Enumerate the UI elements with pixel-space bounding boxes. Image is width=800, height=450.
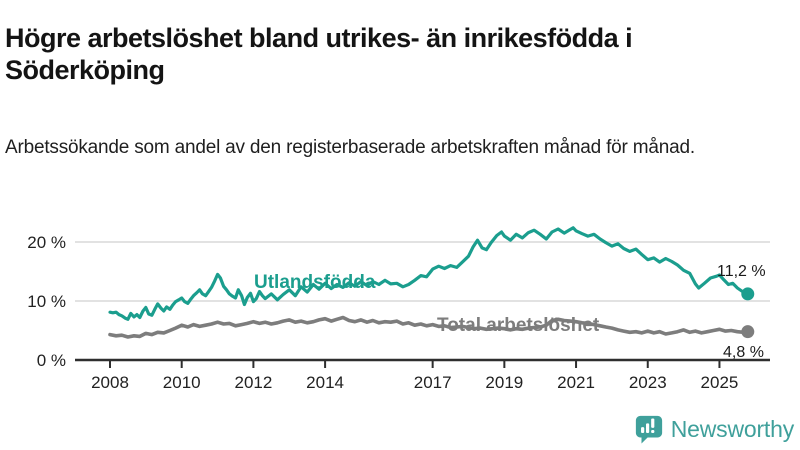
end-value-total-arbetsloshet: 4,8 % bbox=[723, 344, 764, 361]
x-tick-label: 2008 bbox=[91, 373, 129, 392]
x-tick-label: 2023 bbox=[629, 373, 667, 392]
page-subtitle: Arbetssökande som andel av den registerb… bbox=[5, 137, 695, 158]
y-tick-label: 0 % bbox=[37, 351, 66, 370]
series-end-dot-utlandsfodda bbox=[741, 287, 755, 301]
page-title: Högre arbetslöshet bland utrikes- än inr… bbox=[5, 23, 633, 86]
y-tick-label: 10 % bbox=[27, 292, 66, 311]
newsworthy-speech-bubble-icon bbox=[635, 415, 662, 444]
series-label-utlandsfodda: Utlandsfödda bbox=[254, 272, 376, 293]
series-end-dot-total-arbetsloshet bbox=[741, 325, 755, 339]
x-tick-label: 2017 bbox=[414, 373, 452, 392]
x-tick-label: 2012 bbox=[234, 373, 272, 392]
x-tick-label: 2025 bbox=[701, 373, 739, 392]
y-tick-label: 20 % bbox=[27, 233, 66, 252]
x-tick-label: 2010 bbox=[163, 373, 201, 392]
series-label-total-arbetsloshet: Total arbetslöshet bbox=[437, 315, 600, 336]
unemployment-line-chart: 0 % 10 % 20 % 2008 2010 2012 2014 2017 2019 2021 2… bbox=[27, 226, 770, 392]
brand-name: Newsworthy bbox=[670, 415, 794, 442]
x-tick-label: 2021 bbox=[557, 373, 595, 392]
series-line-utlandsfodda bbox=[108, 226, 750, 321]
x-tick-label: 2019 bbox=[485, 373, 523, 392]
end-value-utlandsfodda: 11,2 % bbox=[717, 263, 766, 280]
series-line-total-arbetsloshet bbox=[108, 315, 750, 339]
newsworthy-logo: Newsworthy bbox=[634, 414, 794, 444]
x-tick-label: 2014 bbox=[306, 373, 344, 392]
